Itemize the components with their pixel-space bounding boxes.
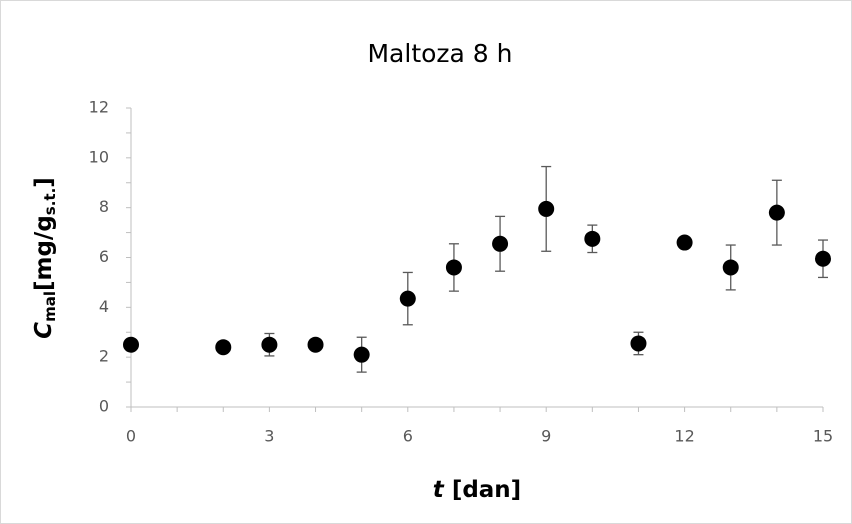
- x-axis-label: t [dan]: [433, 477, 521, 503]
- data-point: [123, 336, 139, 353]
- x-label-symbol: t: [433, 477, 445, 503]
- y-tick-label: 10: [89, 147, 109, 166]
- y-label-subscript: mal: [41, 291, 59, 322]
- data-point: [630, 335, 647, 352]
- data-point: [399, 290, 416, 307]
- data-point: [307, 336, 324, 353]
- x-tick-label: 3: [264, 427, 274, 446]
- y-tick-label: 8: [99, 197, 109, 216]
- data-point: [215, 339, 232, 356]
- y-label-symbol: C: [31, 322, 57, 339]
- data-point: [353, 346, 370, 363]
- data-point: [261, 336, 278, 353]
- y-label-unit-subscript: s.t.: [41, 188, 59, 216]
- y-tick-label: 12: [89, 98, 109, 117]
- data-point: [445, 259, 462, 276]
- y-tick-label: 0: [99, 397, 109, 416]
- data-point: [722, 259, 739, 276]
- data-point: [492, 235, 509, 252]
- y-label-close: ]: [31, 177, 57, 188]
- x-tick-label: 15: [813, 427, 833, 446]
- x-label-unit: [dan]: [452, 477, 521, 503]
- chart-title: Maltoza 8 h: [367, 39, 512, 68]
- y-label-unit: [mg/g: [31, 215, 57, 291]
- y-axis-label: Cmal[mg/gs.t.]: [31, 177, 59, 339]
- x-tick-label: 0: [126, 427, 136, 446]
- x-tick-label: 6: [403, 427, 413, 446]
- data-point: [676, 234, 693, 251]
- data-point: [768, 204, 785, 221]
- x-tick-label: 12: [674, 427, 694, 446]
- x-tick-label: 9: [541, 427, 551, 446]
- y-tick-label: 2: [99, 347, 109, 366]
- data-point: [815, 250, 831, 267]
- y-tick-label: 6: [99, 247, 109, 266]
- data-point: [584, 230, 601, 247]
- y-tick-label: 4: [99, 297, 109, 316]
- data-point: [538, 200, 555, 217]
